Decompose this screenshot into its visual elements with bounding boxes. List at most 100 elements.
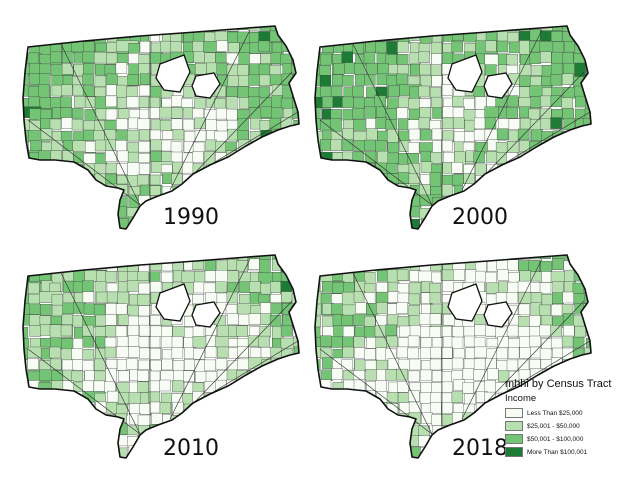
census-tract (83, 228, 96, 229)
year-label-2018: 2018 (452, 436, 508, 461)
census-tract (23, 161, 29, 174)
census-tract (561, 335, 574, 348)
census-tract (343, 163, 355, 175)
census-tract (271, 141, 294, 153)
census-tract (354, 63, 366, 75)
census-tract (322, 357, 334, 369)
census-tract (529, 52, 541, 64)
census-tract (127, 74, 139, 86)
census-tract (259, 255, 272, 260)
census-tract (30, 403, 42, 416)
census-tract (71, 404, 83, 416)
census-tract (105, 402, 118, 414)
census-tract (431, 96, 443, 109)
census-tract (116, 129, 128, 142)
census-tract (291, 64, 299, 76)
census-tract (452, 228, 465, 229)
census-tract (260, 53, 272, 65)
census-tract (586, 313, 591, 325)
census-tract (342, 402, 365, 415)
census-tract (159, 402, 172, 414)
census-tract (39, 162, 51, 174)
census-tract (40, 259, 52, 271)
census-tract (128, 346, 140, 358)
census-tract (573, 31, 586, 44)
census-tract (354, 447, 366, 458)
census-tract (432, 218, 444, 229)
census-tract (331, 368, 343, 380)
census-tract (60, 228, 83, 229)
census-tract (82, 360, 94, 372)
census-tract (227, 208, 239, 220)
census-tract (508, 255, 520, 260)
census-tract (585, 52, 591, 65)
major-road (59, 270, 141, 435)
census-tract (583, 162, 591, 175)
census-tract (127, 129, 139, 142)
census-tract (260, 230, 271, 241)
census-tract (171, 95, 183, 107)
census-tract (118, 370, 130, 382)
census-tract (473, 129, 486, 141)
census-tract (93, 413, 105, 425)
census-tract (407, 142, 420, 154)
census-tract (584, 195, 591, 207)
census-tract (85, 217, 108, 229)
census-tract (473, 358, 486, 370)
census-tract (40, 26, 52, 31)
census-tract (195, 63, 207, 75)
census-tract (237, 86, 250, 98)
census-tract (315, 162, 320, 174)
census-tract (194, 255, 217, 260)
census-tract (260, 106, 273, 118)
census-tract (553, 184, 565, 196)
census-tract (139, 41, 152, 53)
census-tract (397, 457, 410, 458)
census-tract (518, 316, 530, 328)
census-tract (487, 368, 499, 380)
census-tract (29, 63, 41, 75)
census-tract (539, 348, 552, 360)
census-tract (204, 270, 217, 282)
census-tract (117, 314, 130, 326)
census-tract (386, 425, 409, 437)
census-tract (116, 196, 128, 208)
census-tract (584, 271, 591, 284)
census-tract (451, 162, 463, 174)
census-tract (431, 53, 443, 65)
census-tract (562, 291, 574, 304)
census-tract (215, 255, 227, 260)
census-tract (50, 448, 74, 458)
census-tract (117, 150, 129, 163)
census-tract (486, 151, 498, 163)
census-tract (94, 424, 107, 436)
census-tract (507, 174, 520, 187)
census-tract (507, 32, 519, 44)
census-tract (184, 131, 196, 143)
census-tract (463, 98, 475, 110)
census-tract (61, 206, 74, 229)
census-tract (397, 292, 410, 305)
census-tract (51, 183, 63, 196)
census-tract (315, 259, 321, 272)
census-tract (291, 53, 299, 65)
census-tract (23, 403, 30, 415)
census-tract (529, 228, 541, 229)
census-tract (408, 390, 420, 402)
census-tract (396, 269, 409, 281)
census-tract (529, 315, 541, 327)
census-tract (83, 446, 95, 458)
census-tract (385, 414, 397, 426)
census-tract (365, 173, 378, 185)
census-tract (63, 457, 75, 458)
census-tract (63, 392, 75, 404)
census-tract (315, 31, 333, 43)
census-tract (441, 347, 453, 359)
census-tract (363, 26, 376, 31)
census-tract (139, 129, 151, 141)
census-tract (29, 314, 41, 326)
census-tract (74, 448, 86, 458)
census-tract (238, 217, 261, 229)
census-tract (585, 255, 591, 261)
census-tract (430, 64, 443, 76)
